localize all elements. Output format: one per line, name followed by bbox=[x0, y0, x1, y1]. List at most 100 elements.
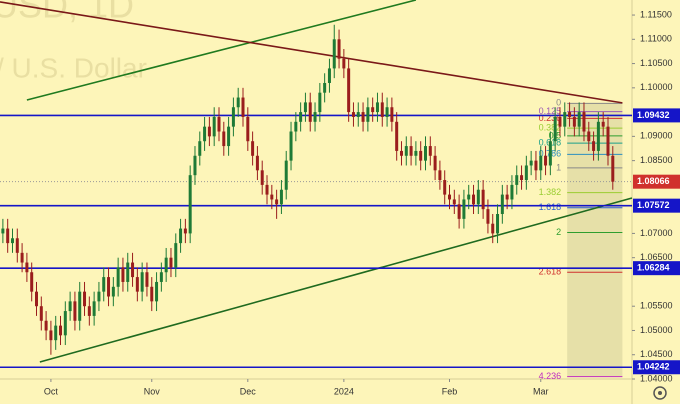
candle-body bbox=[587, 131, 591, 142]
candle-body bbox=[520, 175, 524, 181]
x-tick-label: Feb bbox=[442, 386, 458, 396]
candle-body bbox=[539, 155, 543, 171]
fib-label: 1.618 bbox=[539, 202, 562, 212]
level-label-box bbox=[633, 108, 680, 123]
candle-body bbox=[231, 107, 235, 127]
candle-body bbox=[601, 121, 605, 127]
candle-body bbox=[255, 155, 259, 171]
candle-body bbox=[246, 116, 250, 142]
candle-body bbox=[34, 291, 38, 307]
y-tick-label: 1.04000 bbox=[640, 373, 673, 383]
candle-body bbox=[30, 272, 34, 292]
candle-body bbox=[236, 97, 240, 108]
candle-body bbox=[116, 267, 120, 287]
candle-body bbox=[505, 194, 509, 200]
candle-body bbox=[183, 228, 187, 234]
fib-label: 0.125 bbox=[539, 106, 562, 116]
fib-label: 0.382 bbox=[539, 122, 562, 132]
candle-body bbox=[275, 199, 279, 205]
candle-body bbox=[399, 150, 403, 156]
candle-body bbox=[356, 112, 360, 117]
candle-body bbox=[284, 160, 288, 190]
candle-body bbox=[491, 223, 495, 234]
fib-label: 4.236 bbox=[539, 371, 562, 381]
candle-body bbox=[83, 291, 87, 307]
candle-body bbox=[193, 155, 197, 176]
candle-body bbox=[164, 257, 168, 273]
y-tick-label: 1.05500 bbox=[640, 301, 673, 311]
candle-body bbox=[371, 107, 375, 113]
candle-body bbox=[510, 184, 514, 200]
candle-body bbox=[380, 102, 384, 117]
candle-body bbox=[481, 189, 485, 210]
level-label-box bbox=[633, 198, 680, 213]
candle-body bbox=[10, 238, 14, 244]
candle-body bbox=[323, 82, 327, 93]
candle-body bbox=[135, 277, 139, 292]
candle-body bbox=[496, 214, 500, 234]
candle-body bbox=[87, 306, 91, 316]
candle-body bbox=[342, 58, 346, 69]
candle-body bbox=[251, 141, 255, 156]
candle-body bbox=[212, 116, 216, 137]
candle-body bbox=[327, 68, 331, 83]
candle-body bbox=[97, 291, 101, 302]
candle-body bbox=[289, 131, 293, 161]
x-tick-label: Nov bbox=[144, 386, 161, 396]
candle-body bbox=[92, 301, 96, 316]
level-label: 1.04242 bbox=[637, 362, 670, 372]
settings-icon[interactable] bbox=[653, 386, 667, 400]
candle-body bbox=[63, 311, 67, 336]
settings-gear-center[interactable] bbox=[658, 391, 662, 395]
candle-body bbox=[111, 286, 115, 297]
candle-body bbox=[351, 112, 355, 117]
candle-body bbox=[169, 257, 173, 268]
candle-body bbox=[337, 39, 341, 59]
candle-body bbox=[596, 121, 600, 151]
level-label: 1.06284 bbox=[637, 263, 670, 273]
y-tick-label: 1.11500 bbox=[640, 9, 672, 19]
candle-body bbox=[347, 68, 351, 113]
candle-body bbox=[59, 325, 63, 336]
candle-body bbox=[222, 131, 226, 147]
candle-body bbox=[25, 262, 29, 273]
level-label-box bbox=[633, 261, 680, 276]
y-tick-label: 1.06500 bbox=[640, 252, 673, 262]
candle-body bbox=[606, 126, 610, 156]
candle-body bbox=[203, 126, 207, 142]
candle-body bbox=[462, 199, 466, 219]
trendline bbox=[0, 1, 623, 104]
candle-body bbox=[500, 194, 504, 215]
candle-body bbox=[179, 228, 183, 244]
candle-body bbox=[294, 121, 298, 132]
candle-body bbox=[361, 112, 365, 122]
candle-body bbox=[303, 102, 307, 113]
candle-body bbox=[126, 262, 130, 282]
fib-label: 0 bbox=[556, 98, 561, 108]
settings-gear[interactable] bbox=[653, 386, 667, 400]
watermark-subtitle: / U.S. Dollar bbox=[0, 52, 147, 83]
y-tick-label: 1.11000 bbox=[640, 34, 672, 44]
x-tick-label: 2024 bbox=[334, 386, 354, 396]
candle-body bbox=[486, 209, 490, 224]
candle-body bbox=[73, 301, 77, 321]
candle-body bbox=[279, 189, 283, 205]
candle-body bbox=[107, 277, 111, 297]
candle-body bbox=[419, 150, 423, 161]
candle-body bbox=[534, 160, 538, 171]
y-tick-label: 1.04500 bbox=[640, 349, 673, 359]
candle-body bbox=[375, 102, 379, 113]
candle-body bbox=[443, 180, 447, 195]
candle-body bbox=[49, 330, 53, 341]
candle-body bbox=[385, 107, 389, 117]
candle-body bbox=[217, 116, 221, 132]
candle-body bbox=[318, 92, 322, 113]
trendline bbox=[39, 197, 633, 363]
candle-body bbox=[131, 262, 135, 278]
candle-body bbox=[174, 243, 178, 268]
candle-body bbox=[558, 116, 562, 127]
candle-body bbox=[140, 272, 144, 292]
candle-body bbox=[472, 194, 476, 205]
candle-body bbox=[476, 189, 480, 205]
candle-body bbox=[39, 306, 43, 321]
